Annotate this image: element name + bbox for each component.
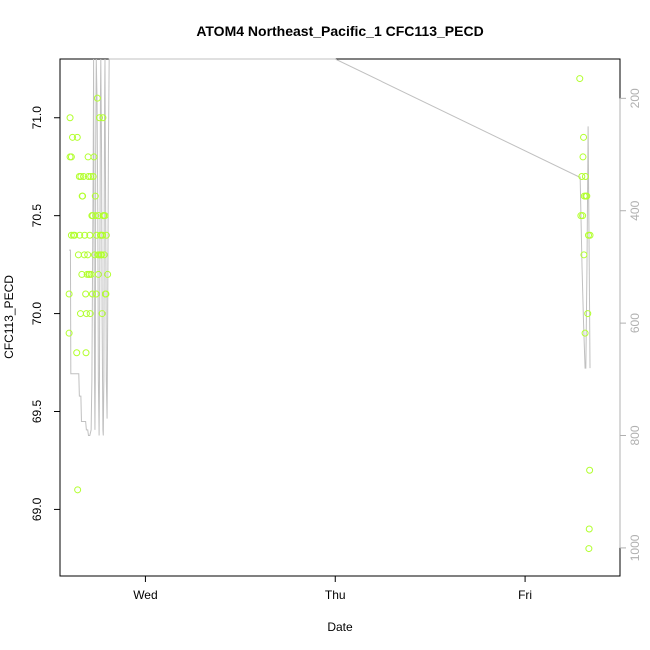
data-point xyxy=(580,251,588,259)
data-point xyxy=(66,114,74,122)
data-point xyxy=(578,173,586,180)
data-point xyxy=(79,192,87,200)
data-point xyxy=(80,173,88,180)
y-tick-label: 71.0 xyxy=(30,106,44,130)
data-point xyxy=(581,329,589,337)
data-point xyxy=(67,153,75,161)
data-point xyxy=(585,545,593,553)
depth-line xyxy=(69,58,591,437)
x-axis: Wed Thu Fri xyxy=(133,575,532,602)
data-point xyxy=(73,133,81,141)
data-point xyxy=(94,270,102,278)
data-point xyxy=(586,231,594,239)
data-point xyxy=(74,486,82,494)
data-point xyxy=(76,231,84,239)
y-axis-label: CFC113_PECD xyxy=(2,275,16,359)
data-point xyxy=(69,133,77,141)
y-tick-label: 70.0 xyxy=(30,302,44,326)
data-point xyxy=(581,173,589,180)
data-point xyxy=(77,310,84,318)
y2-axis: 200 400 600 800 1000 xyxy=(619,88,642,561)
data-point xyxy=(86,231,94,239)
data-point xyxy=(84,153,92,161)
chart-title: ATOM4 Northeast_Pacific_1 CFC113_PECD xyxy=(196,23,483,39)
data-point xyxy=(67,231,75,239)
data-point xyxy=(92,212,100,220)
y-axis: 69.0 69.5 70.0 70.5 71.0 xyxy=(30,106,61,521)
data-point xyxy=(84,173,92,180)
line-series xyxy=(69,58,591,437)
data-point xyxy=(98,251,106,259)
x-axis-label: Date xyxy=(327,620,353,634)
data-point xyxy=(579,153,587,161)
x-tick-label: Wed xyxy=(133,588,157,602)
y-tick-label: 70.5 xyxy=(30,204,44,228)
data-point xyxy=(90,153,98,161)
data-point xyxy=(580,133,588,141)
scatter-series xyxy=(65,75,594,553)
y2-tick-label: 400 xyxy=(628,200,642,220)
data-point xyxy=(82,290,90,298)
data-point xyxy=(99,114,107,122)
data-point xyxy=(104,270,112,278)
data-point xyxy=(586,466,594,474)
data-point xyxy=(71,231,79,239)
x-tick-label: Fri xyxy=(518,588,532,602)
data-point xyxy=(81,231,89,239)
data-point xyxy=(77,173,85,180)
data-point xyxy=(579,212,587,220)
data-point xyxy=(87,173,95,180)
data-point xyxy=(78,270,86,278)
data-point xyxy=(84,251,92,259)
data-point xyxy=(80,251,88,259)
data-point xyxy=(99,231,107,239)
plot-frame xyxy=(59,58,621,577)
x-tick-label: Thu xyxy=(325,588,346,602)
data-point xyxy=(576,75,584,83)
data-point xyxy=(95,114,103,122)
data-point xyxy=(100,251,108,259)
y-tick-label: 69.5 xyxy=(30,399,44,423)
data-point xyxy=(91,192,99,200)
data-point xyxy=(102,290,110,298)
data-point xyxy=(102,231,110,239)
y2-tick-label: 600 xyxy=(628,313,642,333)
data-point xyxy=(89,173,97,180)
data-point xyxy=(585,525,593,533)
y2-tick-label: 1000 xyxy=(628,534,642,561)
data-point xyxy=(65,329,73,337)
data-point xyxy=(86,310,94,318)
y-tick-label: 69.0 xyxy=(30,497,44,521)
data-point xyxy=(88,290,96,298)
y2-tick-label: 200 xyxy=(628,88,642,108)
data-point xyxy=(82,349,90,357)
data-point xyxy=(583,192,591,200)
data-point xyxy=(73,349,81,357)
data-point xyxy=(65,290,73,298)
data-point xyxy=(93,94,101,102)
y2-tick-label: 800 xyxy=(628,425,642,445)
data-point xyxy=(98,310,106,318)
data-point xyxy=(74,251,82,259)
data-point xyxy=(87,270,95,278)
data-point xyxy=(584,310,592,318)
data-point xyxy=(101,212,109,220)
data-point xyxy=(92,290,100,298)
data-point xyxy=(82,310,90,318)
